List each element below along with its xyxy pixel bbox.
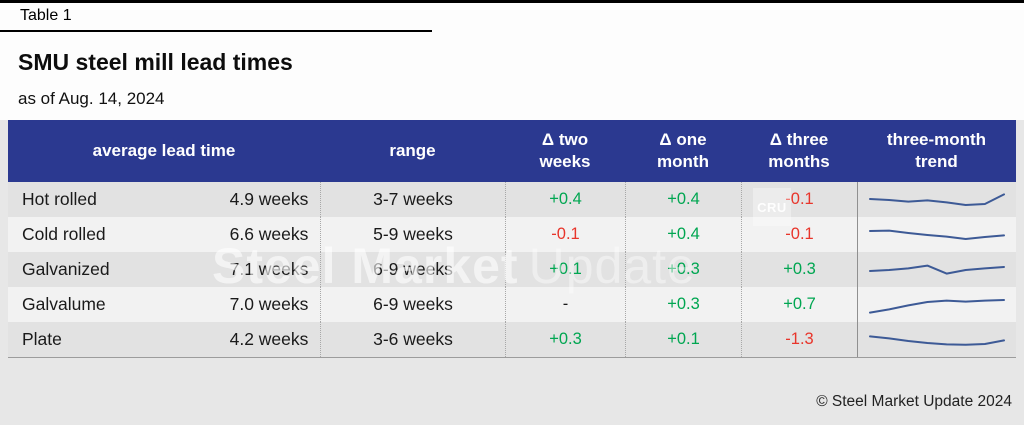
product-name: Hot rolled: [22, 189, 97, 209]
delta-two-weeks-value: -: [505, 287, 625, 322]
table-label: Table 1: [20, 7, 72, 24]
delta-one-month-value: +0.3: [625, 287, 741, 322]
delta-three-months-value: +0.7: [741, 287, 857, 322]
header-line: Δ one: [659, 129, 707, 149]
header-line: Δ two: [541, 129, 589, 149]
delta-three-months-value: -1.3: [741, 322, 857, 357]
trend-cell: [857, 322, 1016, 357]
table-body: Hot rolled 4.9 weeks 3-7 weeks +0.4 +0.4 -0.1…: [8, 182, 1016, 358]
avg-lead-time-value: 7.1 weeks: [229, 259, 309, 279]
table-label-underline: [0, 30, 432, 32]
delta-one-month-value: +0.1: [625, 322, 741, 357]
table-row: Galvalume 7.0 weeks 6-9 weeks - +0.3 +0.7: [8, 287, 1016, 322]
trend-cell: [857, 182, 1016, 217]
product-name: Cold rolled: [22, 224, 106, 244]
sparkline: [869, 264, 1005, 275]
header-line: trend: [915, 152, 958, 171]
range-value: 5-9 weeks: [320, 217, 505, 252]
header-delta-one-month: Δ one month: [625, 129, 741, 173]
range-value: 6-9 weeks: [320, 252, 505, 287]
trend-cell: [857, 252, 1016, 287]
product-name: Galvalume: [22, 294, 106, 314]
lead-times-table: average lead time range Δ two weeks Δ on…: [8, 120, 1016, 358]
range-value: 3-6 weeks: [320, 322, 505, 357]
header-line: month: [657, 152, 709, 171]
delta-two-weeks-value: +0.3: [505, 322, 625, 357]
table-row: Hot rolled 4.9 weeks 3-7 weeks +0.4 +0.4 -0.1: [8, 182, 1016, 217]
range-value: 3-7 weeks: [320, 182, 505, 217]
delta-two-weeks-value: +0.4: [505, 182, 625, 217]
delta-one-month-value: +0.3: [625, 252, 741, 287]
delta-two-weeks-value: -0.1: [505, 217, 625, 252]
sparkline: [869, 229, 1005, 240]
delta-one-month-value: +0.4: [625, 217, 741, 252]
table-row: Cold rolled 6.6 weeks 5-9 weeks -0.1 +0.4 -0.…: [8, 217, 1016, 252]
range-value: 6-9 weeks: [320, 287, 505, 322]
delta-three-months-value: -0.1: [741, 217, 857, 252]
header-line: three-month: [886, 129, 987, 149]
delta-three-months-value: -0.1: [741, 182, 857, 217]
sparkline: [869, 334, 1005, 346]
table-row: Galvanized 7.1 weeks 6-9 weeks +0.1 +0.3 +0.3: [8, 252, 1016, 287]
avg-lead-time-value: 7.0 weeks: [229, 294, 309, 314]
table-row: Plate 4.2 weeks 3-6 weeks +0.3 +0.1 -1.3: [8, 322, 1016, 357]
table-header-row: average lead time range Δ two weeks Δ on…: [8, 120, 1016, 182]
trend-cell: [857, 287, 1016, 322]
product-name: Plate: [22, 329, 62, 349]
header-average-lead-time: average lead time: [92, 140, 236, 160]
figure-title: SMU steel mill lead times: [18, 49, 293, 75]
sparkline: [869, 192, 1005, 206]
header-three-month-trend: three-month trend: [857, 129, 1016, 173]
delta-one-month-value: +0.4: [625, 182, 741, 217]
header-range: range: [389, 140, 436, 160]
trend-cell: [857, 217, 1016, 252]
product-name: Galvanized: [22, 259, 110, 279]
header-delta-two-weeks: Δ two weeks: [505, 129, 625, 173]
delta-two-weeks-value: +0.1: [505, 252, 625, 287]
sparkline: [869, 298, 1005, 314]
title-background: [0, 0, 1024, 120]
header-delta-three-months: Δ three months: [741, 129, 857, 173]
top-border-rule: [0, 0, 1024, 3]
avg-lead-time-value: 4.2 weeks: [229, 329, 309, 349]
avg-lead-time-value: 6.6 weeks: [229, 224, 309, 244]
header-line: weeks: [539, 152, 591, 171]
header-line: months: [768, 152, 830, 171]
figure-subtitle: as of Aug. 14, 2024: [18, 89, 165, 108]
avg-lead-time-value: 4.9 weeks: [229, 189, 309, 209]
delta-three-months-value: +0.3: [741, 252, 857, 287]
copyright-text: © Steel Market Update 2024: [816, 393, 1012, 410]
header-line: Δ three: [769, 129, 829, 149]
